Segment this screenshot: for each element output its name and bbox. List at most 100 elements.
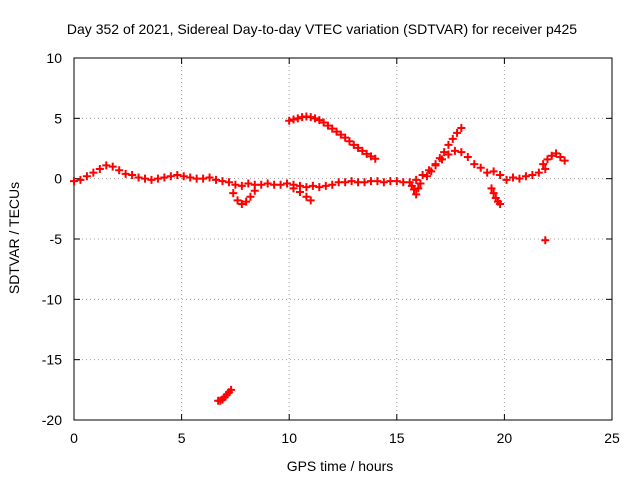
data-point: [373, 177, 382, 186]
data-point: [76, 175, 85, 184]
y-tick-label: 10: [46, 50, 62, 66]
chart-title: Day 352 of 2021, Sidereal Day-to-day VTE…: [67, 21, 577, 37]
data-point: [412, 190, 421, 199]
data-point: [435, 154, 444, 163]
data-point: [515, 174, 524, 183]
data-point: [489, 167, 498, 176]
data-point: [483, 168, 492, 177]
data-point: [332, 127, 341, 136]
data-point: [349, 140, 358, 149]
data-point: [560, 156, 569, 165]
data-point: [237, 200, 246, 209]
data-point: [427, 167, 436, 176]
data-point: [311, 114, 320, 123]
data-point: [448, 134, 457, 143]
data-point: [179, 172, 188, 181]
data-point: [496, 200, 505, 209]
data-point: [541, 236, 550, 245]
data-point: [371, 154, 380, 163]
data-point: [418, 171, 427, 180]
data-point: [173, 171, 182, 180]
data-point: [336, 130, 345, 139]
data-point: [199, 174, 208, 183]
data-point: [108, 162, 117, 171]
data-point: [444, 140, 453, 149]
data-point: [502, 175, 511, 184]
data-point: [457, 123, 466, 132]
data-point: [556, 152, 565, 161]
data-point: [341, 178, 350, 187]
data-point: [509, 173, 518, 182]
data-point: [186, 173, 195, 182]
series-low-segment: [214, 385, 236, 405]
data-point: [362, 149, 371, 158]
data-point: [528, 171, 537, 180]
data-point: [95, 165, 104, 174]
series-main-trace: [70, 146, 550, 192]
data-point: [244, 179, 253, 188]
data-point: [315, 116, 324, 125]
data-point: [229, 189, 238, 198]
data-point: [295, 187, 304, 196]
data-point: [347, 177, 356, 186]
data-point: [422, 172, 431, 181]
data-point: [463, 152, 472, 161]
y-axis-label: SDTVAR / TECUs: [6, 182, 22, 294]
data-point: [224, 178, 233, 187]
series-isolated-point: [541, 236, 550, 245]
x-tick-label: 0: [70, 430, 78, 446]
series-dip-near-11h: [289, 184, 315, 205]
data-point: [160, 173, 169, 182]
data-point: [121, 169, 130, 178]
data-point: [541, 165, 550, 174]
series-dip-near-8h: [229, 186, 259, 209]
data-point: [489, 189, 498, 198]
data-point: [205, 173, 214, 182]
data-point: [302, 183, 311, 192]
data-point: [414, 184, 423, 193]
y-tick-label: -5: [50, 231, 63, 247]
data-point: [141, 174, 150, 183]
data-point: [227, 385, 236, 394]
data-point: [263, 179, 272, 188]
data-point: [412, 175, 421, 184]
x-tick-label: 20: [497, 430, 513, 446]
series-spike-near-16h: [407, 179, 425, 199]
data-point: [534, 168, 543, 177]
x-tick-label: 5: [178, 430, 186, 446]
data-point: [496, 171, 505, 180]
data-point: [547, 151, 556, 160]
data-point: [392, 177, 401, 186]
data-point: [323, 121, 332, 130]
data-point: [308, 181, 317, 190]
data-point: [212, 175, 221, 184]
axes: [73, 57, 613, 421]
data-point: [306, 196, 315, 205]
data-point: [237, 181, 246, 190]
data-point: [233, 196, 242, 205]
data-point: [289, 115, 298, 124]
grid: [74, 58, 612, 420]
data-point: [470, 160, 479, 169]
data-point: [321, 181, 330, 190]
data-point: [543, 155, 552, 164]
data-point: [440, 148, 449, 157]
data-point: [552, 149, 561, 158]
data-point: [539, 160, 548, 169]
data-point: [276, 180, 285, 189]
data-point: [521, 172, 530, 181]
series-late-segment: [539, 149, 569, 169]
data-point: [70, 177, 78, 186]
data-point: [302, 192, 311, 201]
data-point: [242, 197, 251, 206]
data-point: [319, 118, 328, 127]
data-point: [453, 128, 462, 137]
data-point: [416, 179, 425, 188]
data-point: [153, 174, 162, 183]
data-point: [166, 172, 175, 181]
tick-labels: 0 5 10 15 20 25 -20 -15 -10 -5 0 5 10: [42, 50, 620, 446]
y-tick-label: -10: [42, 291, 62, 307]
data-point: [115, 166, 124, 175]
data-point: [289, 184, 298, 193]
